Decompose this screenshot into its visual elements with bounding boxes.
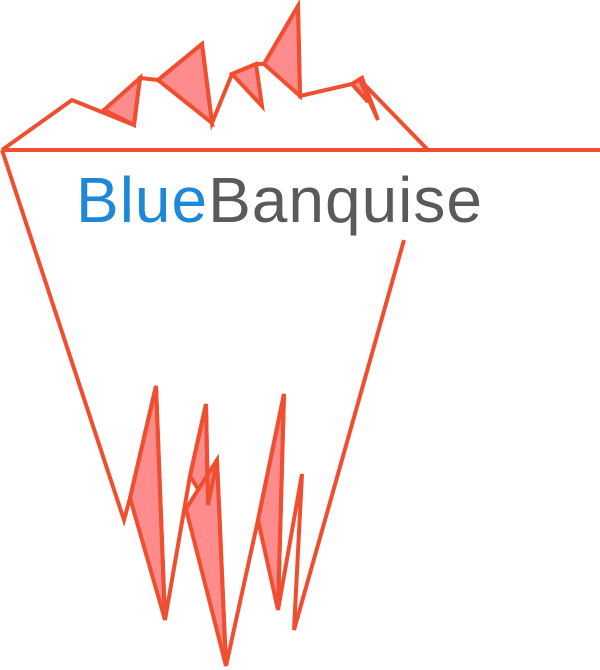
lower-right-outline (224, 239, 406, 667)
brand-name-blue: Blue (76, 164, 209, 236)
upper-ridge (0, 0, 430, 152)
upper-shards (100, 0, 370, 129)
lower-left-outline (0, 149, 228, 667)
brand-name: BlueBanquise (76, 150, 483, 250)
brand-name-gray: Banquise (208, 164, 483, 236)
